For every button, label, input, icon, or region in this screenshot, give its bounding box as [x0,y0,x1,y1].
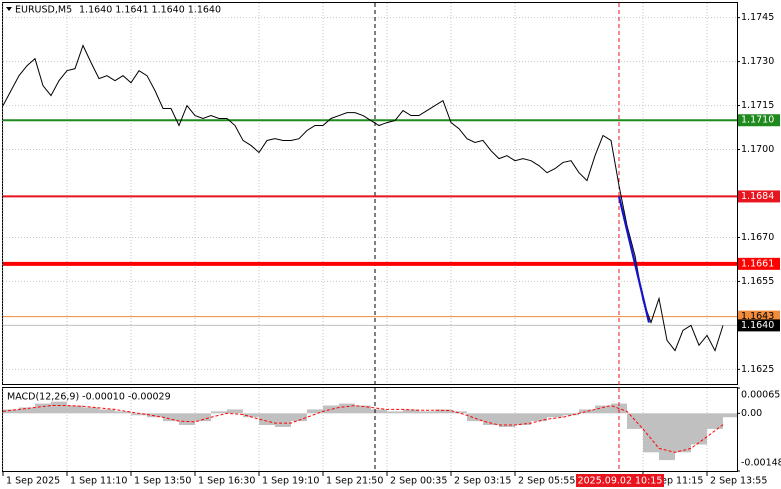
macd-histogram-bar [323,405,339,414]
macd-histogram-bar [499,413,515,427]
macd-histogram-bar [515,413,531,426]
x-tick-label: 1 Sep 2025 [6,476,60,487]
macd-histogram-bar [467,413,483,422]
macd-histogram-bar [227,409,243,414]
macd-panel-frame [2,387,738,472]
macd-histogram-bar [547,413,563,418]
macd-title: MACD(12,26,9) -0.00010 -0.00029 [7,392,171,403]
macd-histogram-bar [35,403,51,414]
macd-histogram-bar [355,405,371,414]
price-panel-frame [2,2,738,385]
level-label-box [738,190,780,203]
level-label-box [738,114,780,127]
y-tick-label: 0.00 [741,408,762,419]
macd-histogram-bar [115,411,131,414]
symbol-menu-icon[interactable] [6,7,12,11]
y-tick-label: 1.1700 [741,144,774,155]
macd-histogram-bar [563,413,579,416]
macd-histogram-bar [67,405,83,414]
macd-histogram-bar [163,413,179,422]
macd-histogram-bar [451,411,467,414]
y-tick-label: 1.1670 [741,232,774,243]
vertical-marker-label: 2025.09.02 10:15 [578,476,663,487]
macd-signal-line [2,405,724,453]
macd-histogram-bar [419,411,435,414]
x-tick-label: 1 Sep 16:30 [198,476,255,487]
macd-histogram-bar [595,405,611,414]
x-tick-label: 1 Sep 19:10 [262,476,319,487]
macd-histogram-bar [275,413,291,427]
level-label: 1.1684 [741,191,774,202]
x-tick-label: 2 Sep 13:55 [710,476,767,487]
x-tick-label: 2 Sep 11:15 [646,476,703,487]
x-tick-label: 1 Sep 11:10 [70,476,127,487]
macd-histogram-bar [707,413,723,429]
macd-histogram-bar [723,413,737,418]
macd-histogram-bar [147,413,163,418]
macd-histogram-bar [131,413,147,416]
macd-histogram-bar [83,407,99,414]
macd-histogram-bar [483,413,499,426]
level-label: 1.1661 [741,258,774,269]
x-tick-label: 1 Sep 13:50 [134,476,191,487]
level-label: 1.1643 [741,311,774,322]
macd-histogram-bar [531,413,547,422]
macd-histogram-bar [339,403,355,414]
x-tick-label: 2 Sep 03:15 [454,476,511,487]
x-tick-label: 1 Sep 21:50 [326,476,383,487]
trendline [617,196,651,323]
chart-subtitle: 1.1640 1.1641 1.1640 1.1640 [79,5,221,16]
price-line [2,44,724,352]
vertical-marker-label-box [576,474,664,487]
macd-histogram-bar [659,413,675,461]
macd-histogram-bar [51,401,67,414]
level-label-box [738,257,780,270]
y-tick-label: 1.1625 [741,364,774,375]
last-price-label: 1.1640 [741,320,774,331]
x-tick-label: 2 Sep 00:35 [390,476,447,487]
level-label: 1.1710 [741,115,774,126]
y-tick-label: 0.00065 [741,390,780,401]
macd-histogram-bar [403,409,419,414]
y-tick-label: 1.1715 [741,100,774,111]
macd-histogram-bar [99,409,115,414]
y-tick-label: 1.1745 [741,12,774,23]
macd-histogram-bar [211,411,227,414]
macd-histogram-bar [19,407,35,414]
macd-histogram-bar [195,413,211,422]
macd-histogram-bar [627,413,643,429]
macd-histogram-bar [675,413,691,453]
x-tick-label: 2 Sep 05:55 [518,476,575,487]
macd-histogram-bar [435,409,451,414]
macd-histogram-bar [307,409,323,414]
macd-histogram-bar [387,411,403,414]
y-tick-label: 1.1655 [741,276,774,287]
y-tick-label: 1.1730 [741,56,774,67]
macd-histogram-bar [291,413,307,422]
last-price-box [738,319,780,332]
macd-histogram-bar [371,409,387,414]
macd-histogram-bar [691,413,707,445]
macd-histogram-bar [3,409,19,414]
macd-histogram-bar [643,413,659,453]
macd-histogram-bar [243,413,259,418]
y-tick-label: -0.00148 [741,458,781,469]
chart-title: EURUSD,M5 [15,5,72,16]
macd-histogram-bar [179,413,195,426]
macd-histogram-bar [579,409,595,414]
macd-histogram-bar [259,413,275,426]
